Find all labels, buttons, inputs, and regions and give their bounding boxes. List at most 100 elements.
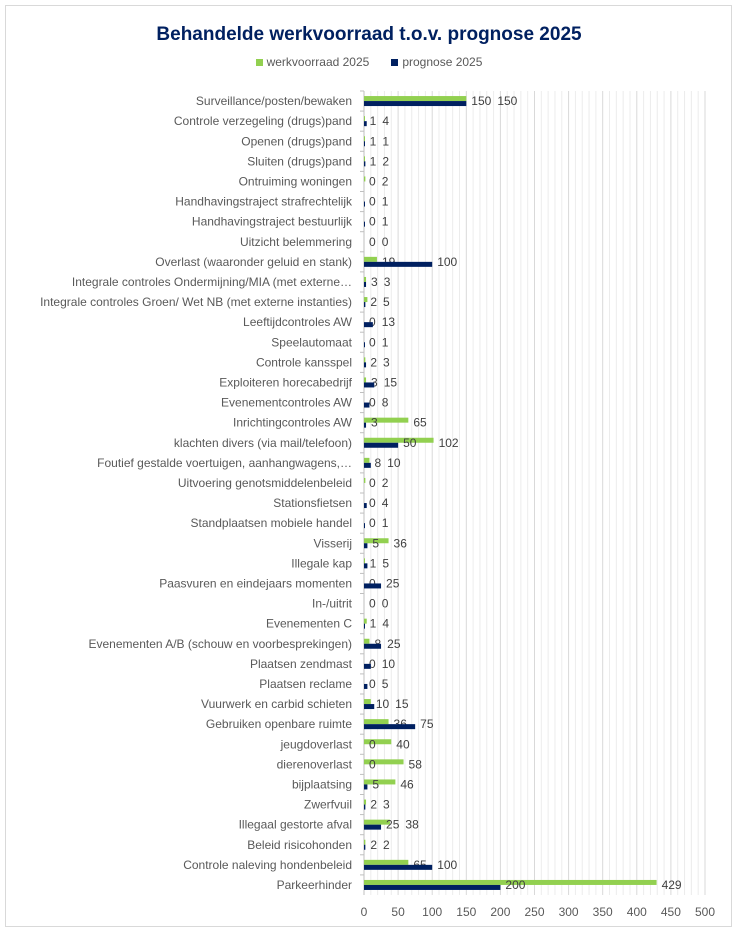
bar-prognose xyxy=(364,402,370,408)
bar-werkvoorraad xyxy=(364,256,377,262)
data-label-prognose: 1 xyxy=(370,617,377,631)
chart-frame xyxy=(5,5,732,927)
category-label: Illegale kap xyxy=(291,556,352,570)
category-label: Standplaatsen mobiele handel xyxy=(191,516,352,530)
bar-prognose xyxy=(364,724,416,730)
data-label-prognose: 15 xyxy=(384,375,398,389)
bar-werkvoorraad xyxy=(364,739,392,745)
category-label: Integrale controles Groen/ Wet NB (met e… xyxy=(40,295,352,309)
data-label-werkvoorraad: 3 xyxy=(371,275,378,289)
bar-prognose xyxy=(364,824,382,830)
category-label: Ontruiming woningen xyxy=(239,174,352,188)
category-label: Surveillance/posten/bewaken xyxy=(196,94,352,108)
category-label: Stationsfietsen xyxy=(273,496,352,510)
category-label: Integrale controles Ondermijning/MIA (me… xyxy=(72,275,352,289)
bar-prognose xyxy=(364,342,365,348)
bar-werkvoorraad xyxy=(364,879,657,885)
bar-werkvoorraad xyxy=(364,457,370,463)
data-label-werkvoorraad: 0 xyxy=(369,597,376,611)
data-label-werkvoorraad: 36 xyxy=(394,536,408,550)
data-label-werkvoorraad: 0 xyxy=(369,657,376,671)
data-label-werkvoorraad: 3 xyxy=(371,375,378,389)
data-label-prognose: 0 xyxy=(369,174,376,188)
data-label-prognose: 5 xyxy=(372,777,379,791)
bar-prognose xyxy=(364,201,365,207)
data-label-prognose: 4 xyxy=(382,114,389,128)
data-label-werkvoorraad: 0 xyxy=(369,215,376,229)
data-label-prognose: 25 xyxy=(386,818,400,832)
data-label-prognose: 15 xyxy=(395,697,409,711)
category-label: Visserij xyxy=(314,536,352,550)
bar-werkvoorraad xyxy=(364,417,409,423)
data-label-werkvoorraad: 10 xyxy=(376,697,390,711)
category-label: Speelautomaat xyxy=(271,335,352,349)
bar-prognose xyxy=(364,442,399,448)
data-label-prognose: 1 xyxy=(382,215,389,229)
data-label-werkvoorraad: 4 xyxy=(382,617,389,631)
bar-prognose xyxy=(364,141,365,147)
data-label-prognose: 5 xyxy=(372,536,379,550)
category-label: Gebruiken openbare ruimte xyxy=(206,717,352,731)
bar-prognose xyxy=(364,663,371,669)
x-tick-label: 150 xyxy=(456,905,476,919)
category-label: Openen (drugs)pand xyxy=(241,134,352,148)
category-label: Plaatsen zendmast xyxy=(250,657,353,671)
bar-prognose xyxy=(364,382,375,388)
chart-title: Behandelde werkvoorraad t.o.v. prognose … xyxy=(156,24,582,45)
data-label-werkvoorraad: 0 xyxy=(369,516,376,530)
bar-prognose xyxy=(364,503,367,509)
data-label-werkvoorraad: 0 xyxy=(369,677,376,691)
data-label-werkvoorraad: 40 xyxy=(396,737,410,751)
category-label: Evenementen C xyxy=(266,617,352,631)
data-label-prognose: 0 xyxy=(382,235,389,249)
bar-werkvoorraad xyxy=(364,96,467,102)
bar-prognose xyxy=(364,462,371,468)
category-label: bijplaatsing xyxy=(292,777,352,791)
bar-prognose xyxy=(364,543,368,549)
data-label-prognose: 10 xyxy=(387,456,401,470)
bar-werkvoorraad xyxy=(364,538,389,544)
category-label: jeugdoverlast xyxy=(280,737,353,751)
bar-werkvoorraad xyxy=(364,477,366,483)
data-label-werkvoorraad: 2 xyxy=(370,838,377,852)
data-label-prognose: 100 xyxy=(437,858,457,872)
legend-label: prognose 2025 xyxy=(402,55,483,69)
bar-prognose xyxy=(364,161,366,167)
bar-prognose xyxy=(364,784,368,790)
bar-prognose xyxy=(364,362,367,368)
data-label-prognose: 0 xyxy=(382,597,389,611)
data-label-werkvoorraad: 8 xyxy=(374,456,381,470)
bar-werkvoorraad xyxy=(364,357,366,363)
category-label: Evenementen A/B (schouw en voorbesprekin… xyxy=(89,637,353,651)
data-label-werkvoorraad: 38 xyxy=(405,818,419,832)
data-label-prognose: 1 xyxy=(382,195,389,209)
bar-werkvoorraad xyxy=(364,618,367,624)
bar-werkvoorraad xyxy=(364,819,390,825)
data-label-prognose: 10 xyxy=(382,657,396,671)
bar-werkvoorraad xyxy=(364,638,370,644)
bar-werkvoorraad xyxy=(364,779,396,785)
data-label-prognose: 100 xyxy=(437,255,457,269)
data-label-prognose: 1 xyxy=(382,516,389,530)
category-label: Foutief gestalde voertuigen, aanhangwage… xyxy=(97,456,352,470)
data-label-prognose: 3 xyxy=(371,416,378,430)
data-label-prognose: 2 xyxy=(370,798,377,812)
bar-werkvoorraad xyxy=(364,136,365,142)
data-label-prognose: 3 xyxy=(383,355,390,369)
data-label-werkvoorraad: 1 xyxy=(370,134,377,148)
data-label-werkvoorraad: 1 xyxy=(370,114,377,128)
data-label-werkvoorraad: 3 xyxy=(383,798,390,812)
legend: werkvoorraad 2025 prognose 2025 xyxy=(0,55,738,69)
x-tick-label: 100 xyxy=(422,905,442,919)
bar-werkvoorraad xyxy=(364,276,367,282)
bar-prognose xyxy=(364,302,366,308)
category-label: Handhavingstraject bestuurlijk xyxy=(192,215,353,229)
data-label-werkvoorraad: 58 xyxy=(409,757,423,771)
bar-werkvoorraad xyxy=(364,176,366,182)
category-label: Paasvuren en eindejaars momenten xyxy=(159,576,352,590)
category-label: Parkeerhinder xyxy=(277,878,352,892)
bar-prognose xyxy=(364,583,382,589)
category-label: Sluiten (drugs)pand xyxy=(247,154,352,168)
bar-prognose xyxy=(364,884,501,890)
data-label-prognose: 1 xyxy=(382,335,389,349)
